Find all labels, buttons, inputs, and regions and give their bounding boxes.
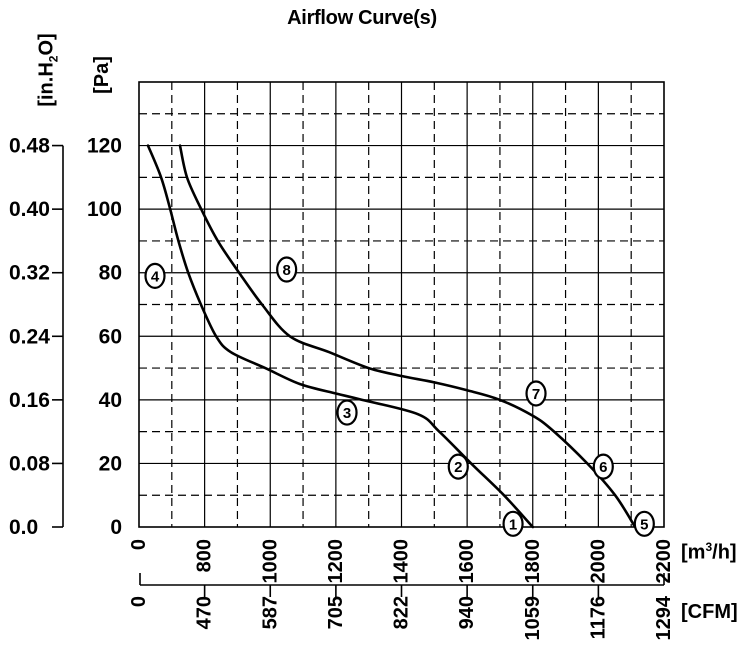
label-circle [525,380,547,407]
label-number: 1 [509,516,517,533]
m3h-tick-label: 2200 [653,539,675,584]
cfm-axis: 0 470 587 705 822 940 1059 1176 1294 [128,573,675,641]
curve-point-label-7: 7 [525,380,547,407]
label-number: 2 [454,459,462,476]
m3h-tick-label: 2000 [587,539,609,584]
curve-point-label-1: 1 [502,510,524,537]
cfm-tick-label: 1059 [522,596,544,641]
cfm-tick-label: 587 [259,596,281,629]
label-number: 6 [599,459,607,476]
inh2o-tick-label: 0.16 [9,389,50,412]
curve-5-6-7-8 [178,144,637,529]
cfm-tick-label: 940 [456,596,478,629]
curve-point-label-5: 5 [633,510,655,537]
chart-title: Airflow Curve(s) [287,7,437,29]
cfm-tick-label: 470 [194,596,216,629]
m3h-tick-label: 1800 [522,539,544,584]
curve-point-label-8: 8 [276,256,298,283]
inh2o-scale-bracket [52,144,64,528]
pa-tick-label: 0 [110,516,122,539]
label-circle [633,510,655,537]
label-circle [144,262,166,289]
m3h-tick-labels: 0 800 1000 1200 1400 1600 1800 2000 2200 [128,539,675,584]
inh2o-tick-label: 0.24 [9,325,50,348]
curve-point-label-2: 2 [447,453,469,480]
curve-1-2-3-4 [146,144,535,529]
inh2o-tick-label: 0.40 [9,198,50,221]
inh2o-tick-label: 0.08 [9,452,50,475]
pa-tick-label: 100 [87,198,122,221]
pa-tick-label: 40 [99,389,122,412]
m3h-tick-label: 0 [128,539,150,550]
m3h-tick-label: 1200 [325,539,347,584]
pa-tick-label: 80 [99,262,122,285]
label-circle [336,399,358,426]
m3h-tick-label: 1000 [259,539,281,584]
inh2o-tick-label: 0.48 [9,135,50,158]
pa-tick-label: 120 [87,135,122,158]
curve-point-label-6: 6 [592,453,614,480]
label-circle [276,256,298,283]
curve-point-label-3: 3 [336,399,358,426]
cfm-tick-label: 1176 [587,596,609,639]
y-axis-unit-inh2o: [in.H2O] [35,33,61,107]
pa-tick-labels: 120 100 80 60 40 20 0 [87,135,122,539]
inh2o-tick-label: 0.0 [9,516,38,539]
label-circle [502,510,524,537]
cfm-tick-label: 705 [325,596,347,629]
m3h-tick-label: 1400 [391,539,413,584]
pa-tick-label: 60 [99,325,122,348]
m3h-tick-label: 800 [194,539,216,572]
label-circle [592,453,614,480]
cfm-tick-label: 822 [391,596,413,629]
plot-frame [138,81,665,528]
label-number: 3 [343,405,351,422]
label-number: 5 [640,516,648,533]
label-number: 4 [151,268,160,285]
label-circle [447,453,469,480]
inh2o-tick-label: 0.32 [9,262,50,285]
label-number: 7 [532,386,540,403]
curve-point-label-4: 4 [144,262,166,289]
cfm-tick-label: 1294 [653,595,675,640]
grid [139,82,664,527]
cfm-tick-label: 0 [128,596,150,607]
x-axis-unit-cfm: [CFM] [681,601,738,623]
x-axis-unit-m3h: [m3/h] [681,540,737,564]
pa-tick-label: 20 [99,452,122,475]
m3h-tick-label: 1600 [456,539,478,584]
label-number: 8 [282,262,290,279]
inh2o-tick-labels: 0.48 0.40 0.32 0.24 0.16 0.08 0.0 [9,135,50,539]
y-axis-unit-pa: [Pa] [91,56,113,94]
